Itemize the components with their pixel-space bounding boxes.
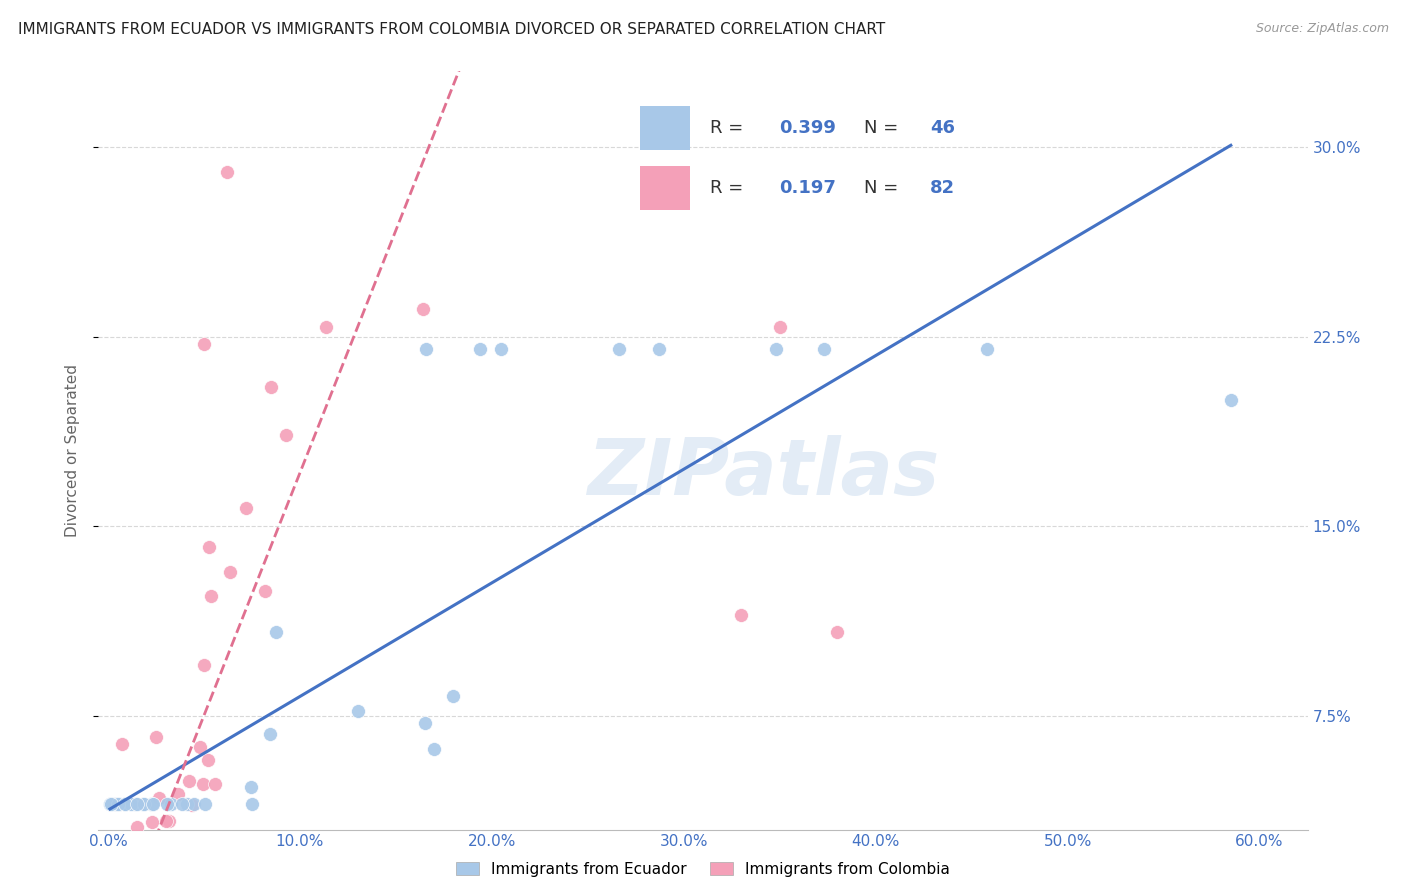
Point	[183, 797, 205, 812]
Point	[107, 797, 129, 812]
Point	[609, 343, 631, 357]
Point	[157, 814, 180, 828]
Text: Source: ZipAtlas.com: Source: ZipAtlas.com	[1256, 22, 1389, 36]
Point	[188, 739, 211, 754]
Point	[177, 774, 200, 789]
Point	[108, 797, 131, 812]
Point	[101, 877, 124, 891]
Point	[155, 814, 177, 828]
Point	[170, 797, 193, 812]
Point	[346, 704, 368, 718]
Point	[141, 815, 163, 830]
Point	[204, 777, 226, 791]
Point	[153, 887, 176, 892]
Point	[100, 797, 122, 812]
Point	[107, 797, 129, 812]
Point	[145, 730, 167, 744]
Point	[276, 428, 298, 442]
Point	[443, 689, 465, 703]
Point	[259, 726, 281, 740]
Point	[132, 797, 155, 812]
Point	[827, 625, 849, 640]
Point	[141, 845, 163, 859]
Point	[111, 737, 134, 751]
Point	[218, 566, 240, 580]
Point	[1219, 392, 1241, 407]
Point	[136, 882, 159, 892]
Point	[142, 797, 165, 812]
Point	[730, 607, 752, 622]
Point	[813, 343, 835, 357]
Point	[138, 848, 160, 863]
Point	[765, 343, 787, 357]
Point	[315, 320, 337, 334]
Point	[148, 791, 170, 805]
Point	[193, 337, 215, 351]
Point	[470, 343, 492, 357]
Point	[423, 741, 446, 756]
Point	[139, 797, 162, 812]
Point	[105, 797, 128, 812]
Text: ZIPatlas: ZIPatlas	[588, 435, 939, 511]
Point	[122, 847, 145, 861]
Point	[648, 343, 671, 357]
Point	[160, 797, 183, 812]
Point	[769, 319, 792, 334]
Point	[193, 777, 215, 791]
Point	[156, 797, 179, 812]
Point	[114, 797, 136, 812]
Point	[152, 837, 174, 851]
Point	[114, 797, 136, 812]
Legend: Immigrants from Ecuador, Immigrants from Colombia: Immigrants from Ecuador, Immigrants from…	[449, 854, 957, 884]
Point	[121, 849, 143, 863]
Point	[242, 797, 264, 812]
Point	[107, 797, 129, 812]
Point	[120, 797, 142, 812]
Point	[176, 797, 198, 812]
Point	[141, 797, 163, 812]
Point	[198, 540, 221, 554]
Point	[413, 716, 436, 731]
Point	[125, 820, 148, 834]
Point	[181, 797, 204, 812]
Point	[193, 658, 215, 673]
Point	[124, 831, 146, 846]
Point	[264, 624, 287, 639]
Point	[260, 380, 283, 394]
Point	[235, 501, 257, 516]
Point	[118, 886, 141, 892]
Point	[200, 589, 222, 603]
Point	[124, 797, 146, 812]
Text: IMMIGRANTS FROM ECUADOR VS IMMIGRANTS FROM COLOMBIA DIVORCED OR SEPARATED CORREL: IMMIGRANTS FROM ECUADOR VS IMMIGRANTS FR…	[18, 22, 886, 37]
Point	[254, 583, 277, 598]
Point	[239, 780, 262, 794]
Point	[132, 846, 155, 860]
Point	[105, 797, 128, 812]
Point	[412, 302, 434, 317]
Point	[131, 797, 153, 812]
Point	[104, 797, 127, 812]
Point	[108, 879, 131, 892]
Point	[141, 797, 163, 812]
Point	[415, 343, 437, 357]
Point	[127, 797, 149, 812]
Point	[114, 797, 136, 812]
Point	[100, 797, 122, 812]
Point	[129, 838, 152, 852]
Point	[108, 847, 131, 861]
Point	[98, 797, 121, 812]
Point	[197, 753, 219, 767]
Point	[167, 787, 190, 801]
Point	[128, 888, 150, 892]
Point	[121, 869, 143, 883]
Y-axis label: Divorced or Separated: Divorced or Separated	[65, 364, 80, 537]
Point	[98, 797, 121, 812]
Point	[491, 343, 513, 357]
Point	[215, 165, 238, 179]
Point	[193, 797, 215, 812]
Point	[976, 343, 998, 357]
